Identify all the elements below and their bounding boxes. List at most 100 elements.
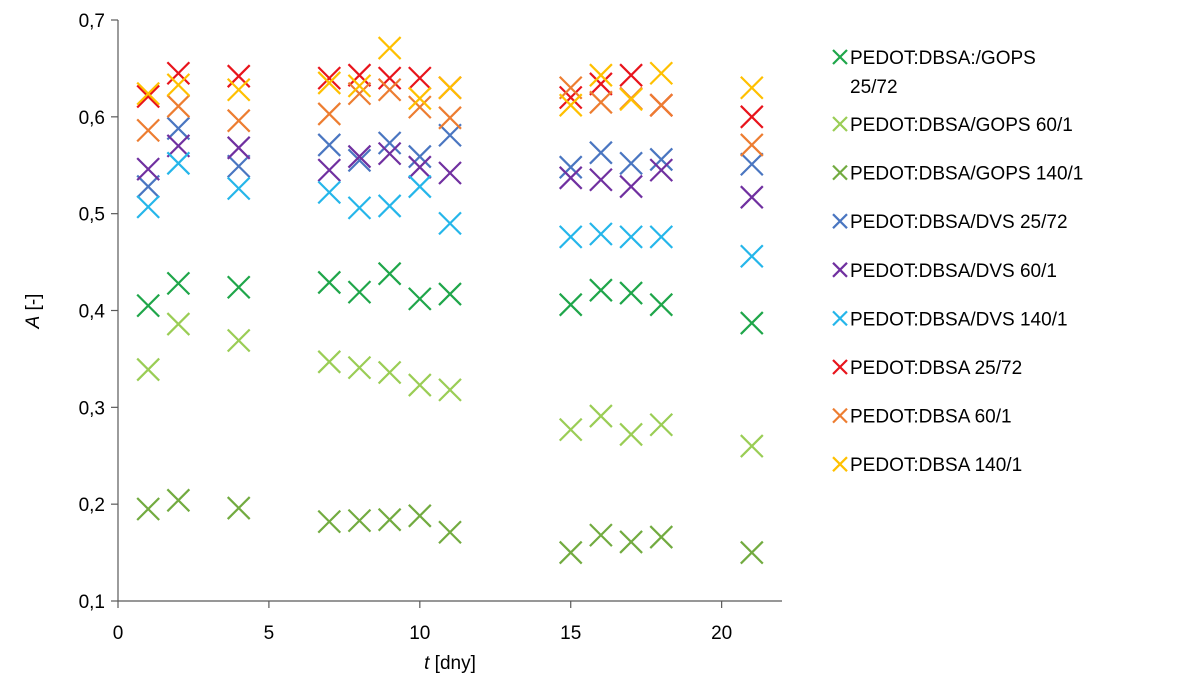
- data-point: [589, 167, 613, 192]
- data-point: [558, 417, 583, 442]
- data-point: [649, 525, 674, 549]
- data-point: [558, 225, 583, 249]
- legend-label: PEDOT:DBSA/GOPS 140/1: [850, 164, 1083, 185]
- data-point: [408, 287, 432, 311]
- legend-marker: [832, 116, 848, 132]
- data-point: [558, 76, 583, 100]
- data-point: [619, 281, 643, 305]
- data-point: [438, 123, 462, 148]
- legend-item: PEDOT:DBSA/GOPS 140/1: [832, 164, 1083, 185]
- plot-marks: [136, 36, 764, 565]
- legend-label: PEDOT:DBSA 60/1: [850, 407, 1012, 428]
- data-point: [166, 134, 191, 158]
- data-point: [226, 108, 251, 133]
- data-point: [136, 195, 160, 219]
- data-point: [377, 261, 402, 286]
- data-point: [317, 133, 342, 157]
- data-point: [136, 84, 160, 109]
- data-point: [166, 116, 191, 141]
- series-4: [136, 116, 764, 199]
- legend-item: PEDOT:DBSA/DVS 140/1: [832, 309, 1068, 330]
- data-point: [166, 61, 191, 86]
- data-point: [589, 72, 613, 96]
- data-point: [589, 63, 613, 87]
- legend-marker: [832, 164, 848, 181]
- x-axis-unit: [dny]: [429, 653, 475, 674]
- legend-label: PEDOT:DBSA/DVS 60/1: [850, 261, 1057, 282]
- series-9: [136, 36, 764, 117]
- y-tick-label: 0,1: [79, 592, 105, 613]
- data-point: [740, 76, 764, 100]
- data-point: [136, 118, 160, 143]
- legend-item: PEDOT:DBSA 140/1: [832, 455, 1022, 476]
- legend-item: PEDOT:DBSA 25/72: [832, 358, 1022, 379]
- data-point: [649, 225, 674, 249]
- y-axis-unit: [-]: [23, 294, 44, 316]
- data-point: [408, 373, 432, 397]
- data-point: [589, 523, 613, 547]
- data-point: [226, 176, 251, 201]
- data-point: [166, 488, 191, 513]
- data-point: [166, 312, 191, 336]
- data-point: [226, 154, 251, 178]
- legend-marker: [832, 310, 848, 327]
- legend-label: PEDOT:DBSA/DVS 25/72: [850, 212, 1068, 233]
- data-point: [347, 81, 372, 106]
- data-point: [619, 63, 643, 87]
- data-point: [317, 158, 342, 182]
- data-point: [619, 422, 643, 447]
- legend-label: PEDOT:DBSA:/GOPS: [850, 48, 1036, 69]
- data-point: [649, 61, 674, 86]
- data-point: [740, 434, 764, 458]
- y-tick-label: 0,5: [79, 205, 105, 226]
- series-6: [136, 151, 764, 269]
- legend-marker: [832, 213, 848, 229]
- y-axis-symbol: A: [23, 316, 44, 330]
- legend-label: 25/72: [850, 77, 898, 98]
- data-point: [438, 378, 462, 402]
- data-point: [438, 520, 462, 545]
- data-point: [558, 85, 583, 110]
- data-point: [619, 225, 643, 249]
- x-tick-label: 5: [264, 623, 275, 644]
- data-point: [740, 244, 764, 269]
- data-point: [226, 64, 251, 88]
- data-point: [377, 66, 402, 90]
- legend-item: PEDOT:DBSA/GOPS 60/1: [832, 115, 1073, 136]
- data-point: [136, 81, 160, 106]
- data-point: [317, 71, 342, 95]
- y-axis-title: A [-]: [23, 294, 44, 330]
- legend-item: PEDOT:DBSA/DVS 60/1: [832, 261, 1057, 282]
- data-point: [226, 77, 251, 102]
- data-point: [166, 94, 191, 118]
- data-point: [649, 158, 674, 182]
- data-point: [317, 270, 342, 295]
- data-point: [347, 63, 372, 87]
- data-point: [377, 36, 402, 60]
- data-point: [619, 174, 643, 199]
- data-point: [317, 66, 342, 90]
- legend-marker: [832, 407, 848, 424]
- y-tick-label: 0,6: [79, 108, 105, 129]
- legend-item: PEDOT:DBSA/DVS 25/72: [832, 212, 1068, 233]
- data-point: [226, 328, 251, 353]
- x-tick-label: 20: [711, 623, 732, 644]
- data-point: [136, 497, 160, 521]
- data-point: [408, 95, 432, 119]
- data-point: [136, 157, 160, 181]
- data-point: [649, 412, 674, 437]
- data-point: [166, 271, 191, 296]
- data-point: [226, 136, 251, 160]
- data-point: [408, 66, 432, 90]
- data-point: [408, 504, 432, 528]
- data-point: [317, 509, 342, 534]
- data-point: [347, 148, 372, 173]
- data-point: [136, 357, 160, 382]
- legend-label: PEDOT:DBSA/GOPS 60/1: [850, 115, 1073, 136]
- data-point: [377, 507, 402, 532]
- data-point: [558, 540, 583, 565]
- data-point: [619, 151, 643, 176]
- data-point: [317, 350, 342, 374]
- series-3: [136, 488, 764, 565]
- series-5: [136, 134, 764, 209]
